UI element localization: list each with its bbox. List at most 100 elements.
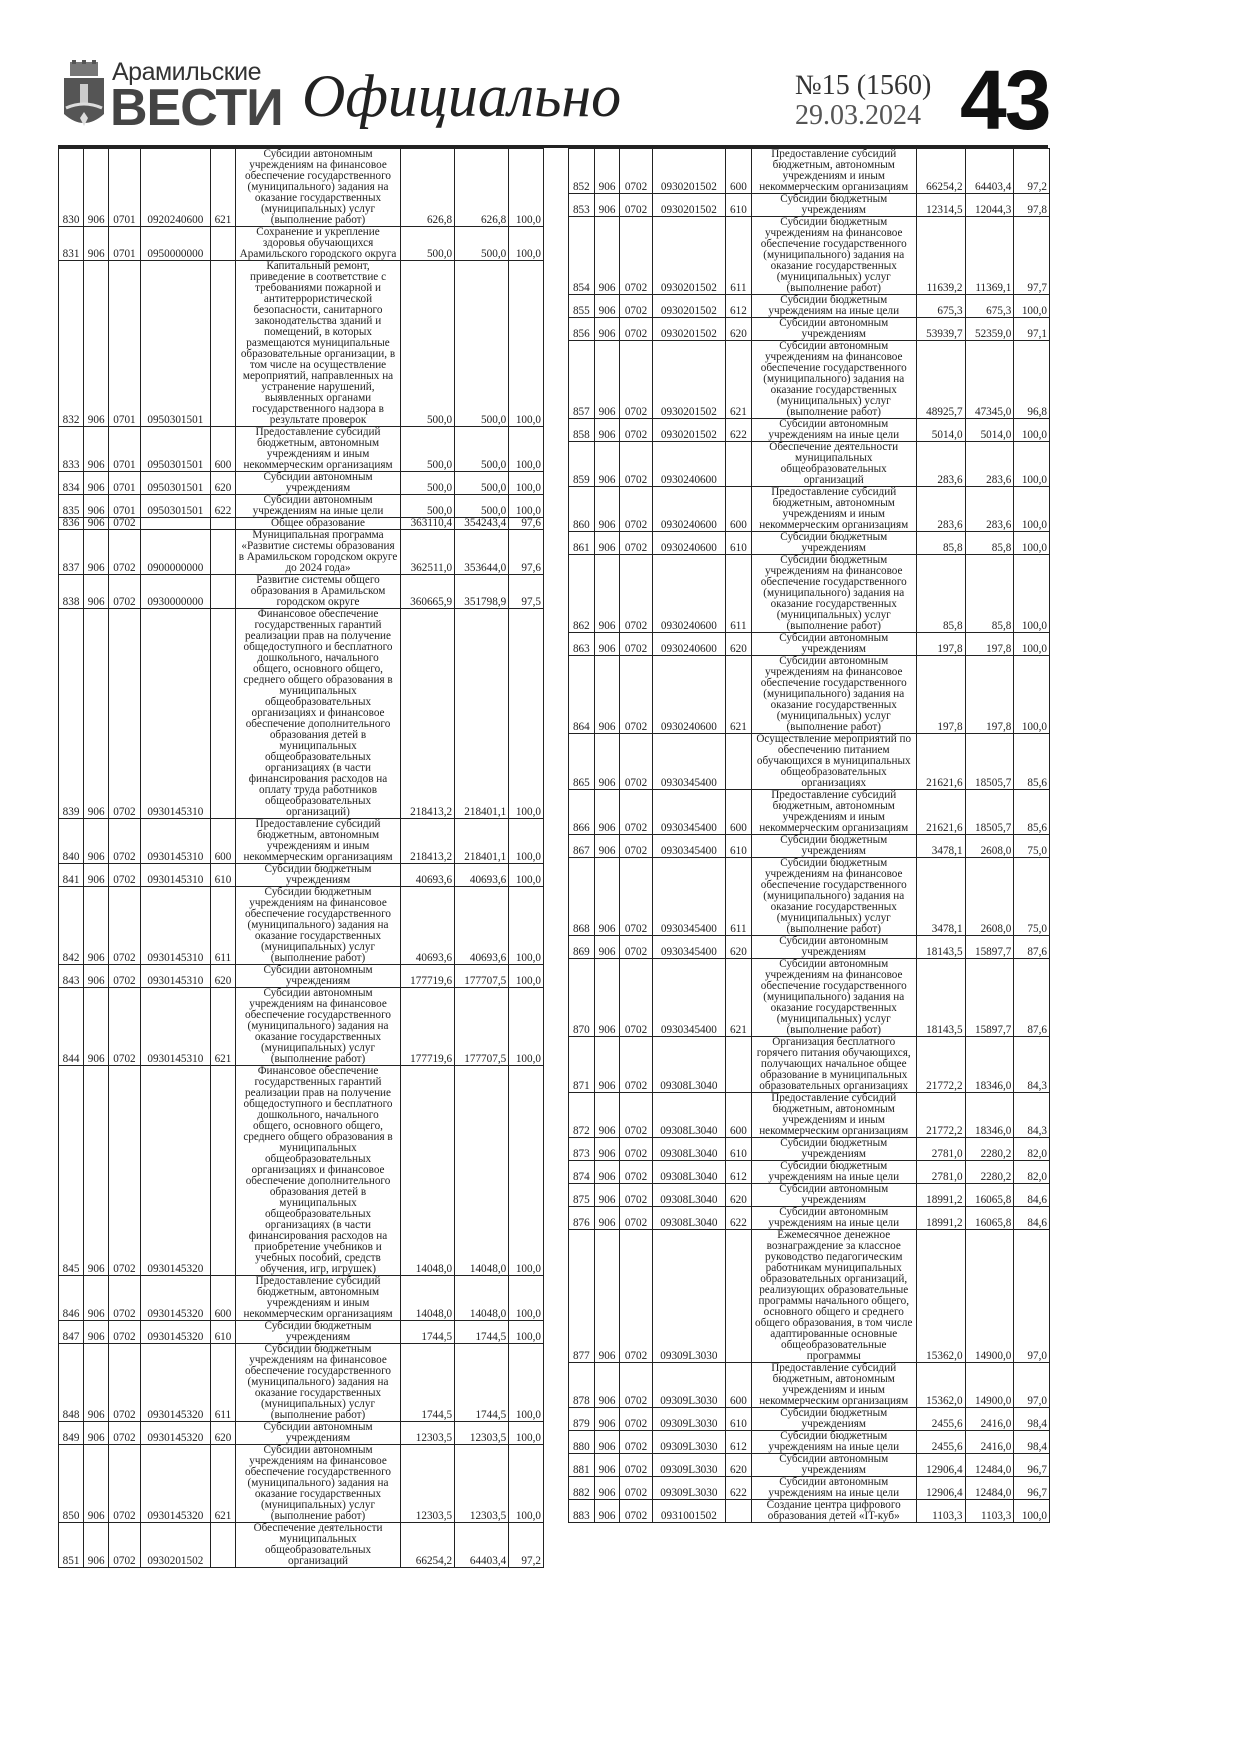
actual-amount: 1744,5 (454, 1343, 510, 1422)
section-code: 0702 (108, 818, 141, 864)
target-article: 0930345400 (651, 935, 727, 959)
section-code: 0702 (619, 1430, 653, 1454)
target-article: 0920240600 (139, 148, 211, 227)
target-article: 0930145320 (139, 1343, 211, 1422)
actual-amount: 12484,0 (964, 1453, 1015, 1477)
plan-amount: 500,0 (400, 260, 456, 427)
department-code: 906 (593, 1160, 621, 1184)
percent: 100,0 (508, 818, 544, 864)
actual-amount: 16065,8 (964, 1183, 1015, 1207)
expense-type: 621 (209, 148, 237, 227)
percent: 96,8 (1013, 340, 1050, 419)
percent: 100,0 (1013, 486, 1050, 532)
plan-amount: 85,8 (915, 531, 966, 555)
department-code: 906 (593, 1137, 621, 1161)
table-row: 848 906 0702 0930145320 611 Субсидии бюджетны… (57, 1343, 544, 1422)
item-name: Финансовое обеспечение государственных г… (235, 1065, 402, 1276)
percent: 100,0 (1013, 531, 1050, 555)
item-name: Предоставление субсидий бюджетным, автон… (235, 818, 402, 864)
row-number: 872 (568, 1092, 595, 1138)
target-article: 0930345400 (651, 834, 727, 858)
plan-amount: 18991,2 (915, 1183, 966, 1207)
plan-amount: 85,8 (915, 554, 966, 633)
percent: 82,0 (1013, 1137, 1050, 1161)
plan-amount: 500,0 (400, 494, 456, 518)
table-row: 852 906 0702 0930201502 600 Предоставление су… (568, 148, 1050, 194)
plan-amount: 675,3 (915, 294, 966, 318)
table-row: 840 906 0702 0930145310 600 Предоставление су… (57, 818, 544, 864)
percent: 84,6 (1013, 1183, 1050, 1207)
row-number: 855 (568, 294, 595, 318)
table-row: 883 906 0702 0931001502 Создание центра цифр… (568, 1499, 1050, 1523)
target-article: 0930145310 (139, 987, 211, 1066)
plan-amount: 15362,0 (915, 1362, 966, 1408)
item-name: Финансовое обеспечение государственных г… (235, 608, 402, 819)
section-code: 0702 (619, 958, 653, 1037)
table-row: 876 906 0702 09308L3040 622 Субсидии автономн… (568, 1206, 1050, 1230)
actual-amount: 626,8 (454, 148, 510, 227)
expense-type: 611 (209, 886, 237, 965)
plan-amount: 197,8 (915, 655, 966, 734)
actual-amount: 12044,3 (964, 193, 1015, 217)
brand-top: Арамильские (112, 58, 262, 86)
target-article: 0930201502 (651, 340, 727, 419)
table-row: 875 906 0702 09308L3040 620 Субсидии автономн… (568, 1183, 1050, 1207)
actual-amount: 218401,1 (454, 608, 510, 819)
target-article: 0930000000 (139, 574, 211, 609)
department-code: 906 (83, 886, 110, 965)
actual-amount: 500,0 (454, 226, 510, 261)
plan-amount: 12303,5 (400, 1444, 456, 1523)
plan-amount: 21772,2 (915, 1036, 966, 1093)
row-number: 848 (57, 1343, 85, 1422)
percent: 97,0 (1013, 1229, 1050, 1363)
item-name: Предоставление субсидий бюджетным, автон… (235, 1275, 402, 1321)
percent: 97,7 (1013, 216, 1050, 295)
section-code: 0702 (619, 632, 653, 656)
expense-type: 610 (725, 531, 752, 555)
item-name: Субсидии автономным учреждениям (750, 1453, 917, 1477)
actual-amount: 47345,0 (964, 340, 1015, 419)
row-number: 831 (57, 226, 85, 261)
row-number: 845 (57, 1065, 85, 1276)
row-number: 839 (57, 608, 85, 819)
section-code: 0702 (108, 1444, 141, 1523)
plan-amount: 48925,7 (915, 340, 966, 419)
actual-amount: 14048,0 (454, 1275, 510, 1321)
target-article: 0930145310 (139, 886, 211, 965)
table-row: 879 906 0702 09309L3030 610 Субсидии бюджетны… (568, 1407, 1050, 1431)
plan-amount: 177719,6 (400, 964, 456, 988)
plan-amount: 12906,4 (915, 1476, 966, 1500)
actual-amount: 500,0 (454, 471, 510, 495)
table-row: 845 906 0702 0930145320 Финансовое обеспечен… (57, 1065, 544, 1276)
section-code: 0702 (619, 1183, 653, 1207)
row-number: 843 (57, 964, 85, 988)
actual-amount: 12303,5 (454, 1444, 510, 1523)
department-code: 906 (83, 1522, 110, 1568)
section-code: 0702 (619, 1160, 653, 1184)
actual-amount: 2416,0 (964, 1430, 1015, 1454)
percent: 84,3 (1013, 1036, 1050, 1093)
plan-amount: 197,8 (915, 632, 966, 656)
percent: 100,0 (508, 226, 544, 261)
row-number: 857 (568, 340, 595, 419)
expense-type (209, 608, 237, 819)
department-code: 906 (593, 531, 621, 555)
section-code: 0702 (108, 608, 141, 819)
target-article: 0930201502 (651, 216, 727, 295)
section-code: 0702 (619, 1036, 653, 1093)
plan-amount: 3478,1 (915, 857, 966, 936)
actual-amount: 177707,5 (454, 964, 510, 988)
expense-type (209, 517, 237, 530)
target-article: 0950000000 (139, 226, 211, 261)
department-code: 906 (83, 494, 110, 518)
item-name: Субсидии автономным учреждениям на финан… (235, 987, 402, 1066)
percent: 100,0 (508, 260, 544, 427)
percent: 97,2 (1013, 148, 1050, 194)
actual-amount: 283,6 (964, 441, 1015, 487)
target-article: 0930240600 (651, 655, 727, 734)
item-name: Субсидии автономным учреждениям (235, 1421, 402, 1445)
section-code: 0702 (619, 1206, 653, 1230)
section-code: 0702 (619, 294, 653, 318)
department-code: 906 (83, 608, 110, 819)
percent: 100,0 (1013, 655, 1050, 734)
